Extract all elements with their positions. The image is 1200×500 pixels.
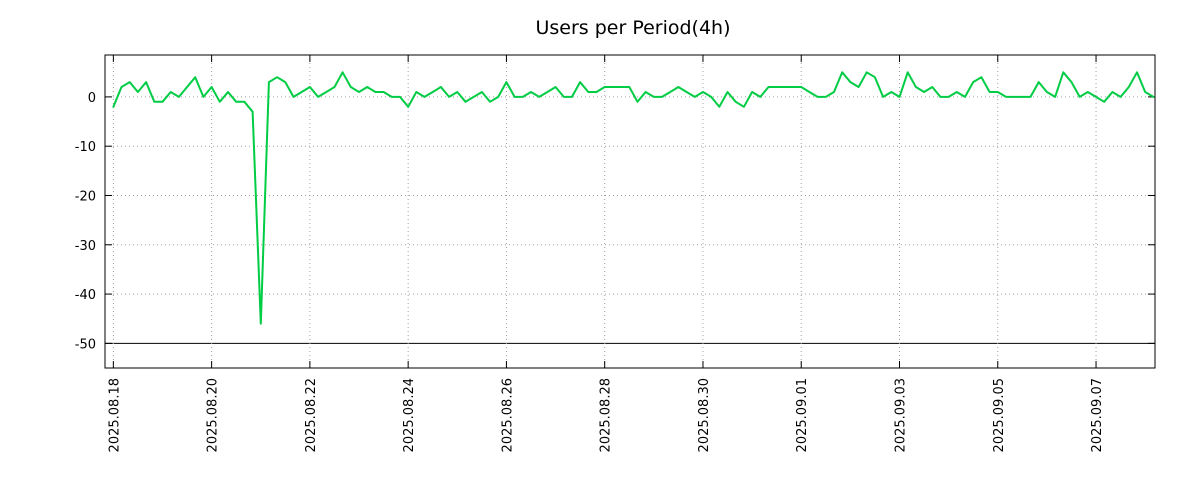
x-tick-label: 2025.08.26	[500, 378, 515, 452]
y-tick-label: -50	[75, 337, 96, 352]
y-tick-label: -20	[75, 189, 96, 204]
y-tick-label: -40	[75, 288, 96, 303]
y-tick-label: -10	[75, 140, 96, 155]
x-tick-label: 2025.08.30	[697, 378, 712, 452]
plot-border	[104, 54, 1156, 369]
chart-title: Users per Period(4h)	[535, 17, 730, 39]
y-tick-label: -30	[75, 239, 96, 254]
x-tick-label: 2025.08.28	[599, 378, 614, 452]
x-tick-label: 2025.08.20	[206, 378, 221, 452]
y-tick-label: 0	[88, 91, 96, 106]
x-tick-label: 2025.09.07	[1090, 378, 1105, 452]
series-line-users	[112, 71, 1155, 325]
x-tick-label: 2025.08.24	[402, 378, 417, 452]
x-tick-label: 2025.08.22	[304, 378, 319, 452]
x-tick-label: 2025.09.01	[795, 378, 810, 452]
x-tick-label: 2025.08.18	[107, 378, 122, 452]
x-tick-label: 2025.09.03	[894, 378, 909, 452]
x-tick-label: 2025.09.05	[992, 378, 1007, 452]
